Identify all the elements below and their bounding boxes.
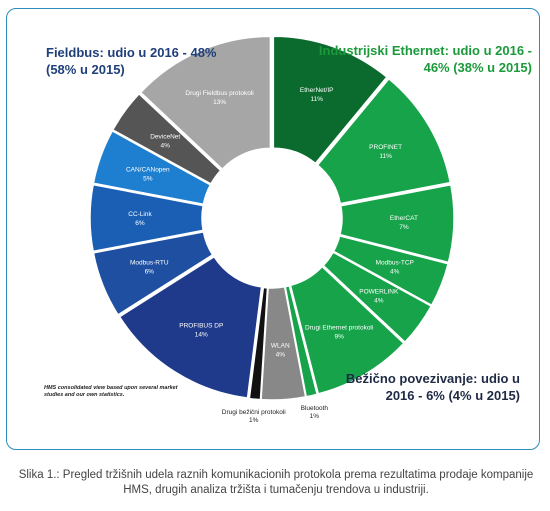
figure-caption: Slika 1.: Pregled tržišnih udela raznih … (18, 469, 534, 496)
slice-value-label: 13% (213, 99, 226, 106)
slice-cc-link (89, 183, 205, 253)
slice-drugi-be-i-ni-protokoli (248, 286, 269, 401)
slice-value-label: 11% (379, 153, 392, 160)
slice-value-label: 5% (143, 175, 153, 182)
slice-devicenet (111, 92, 222, 185)
slice-label: DeviceNet (150, 133, 180, 140)
slice-drugi-ethernet-protokoli (289, 265, 405, 395)
slice-value-label: 7% (399, 224, 409, 231)
source-note: HMS consolidated view based upon several… (44, 385, 178, 398)
slice-ethercat (339, 183, 455, 264)
slice-label: EtherCAT (390, 215, 418, 222)
slice-modbus-rtu (92, 230, 214, 316)
slice-label: CAN/CANopen (126, 166, 170, 173)
slice-label-external: Drugi bežični protokoli 1% (221, 409, 286, 425)
slice-drugi-fieldbus-protokoli (139, 35, 272, 171)
slice-value-label: 6% (145, 269, 155, 276)
slice-value-label: 9% (334, 334, 344, 341)
slice-value-label: 11% (310, 96, 323, 103)
ethernet-group-title: Industrijski Ethernet: udio u 2016 - 46%… (318, 43, 532, 75)
slice-powerlink (322, 251, 433, 344)
slice-profinet (316, 77, 452, 205)
slice-value-label: 4% (276, 352, 286, 359)
slice-label: PROFIBUS DP (179, 322, 223, 329)
wireless-group-title: Bežično povezivanje: udio u 2016 - 6% (4… (345, 371, 520, 403)
slice-label: WLAN (271, 343, 290, 350)
slice-value-label: 14% (195, 331, 208, 338)
slice-value-label: 4% (390, 269, 400, 276)
slice-value-label: 4% (161, 142, 171, 149)
slice-value-label: 6% (135, 220, 145, 227)
slice-value-label: 4% (374, 298, 384, 305)
slice-profibus-dp (118, 255, 263, 399)
slice-can-canopen (92, 129, 212, 206)
slice-label: CC-Link (128, 211, 152, 218)
fieldbus-group-title: Fieldbus: udio u 2016 - 48% (58% u 2015) (46, 45, 217, 77)
slice-label: Modbus-TCP (376, 260, 414, 267)
slice-label: Drugi Ethernet protokoli (305, 325, 373, 332)
slice-ethernet-ip (272, 35, 388, 165)
slice-label: POWERLINK (359, 289, 399, 296)
slice-label: Drugi Fieldbus protokoli (185, 90, 253, 97)
slice-label: PROFINET (369, 144, 402, 151)
slice-label: EtherNet/IP (300, 87, 334, 94)
slice-label-external: Bluetooth 1% (300, 405, 329, 421)
slice-modbus-tcp (332, 234, 450, 307)
slice-label: Modbus-RTU (130, 260, 169, 267)
